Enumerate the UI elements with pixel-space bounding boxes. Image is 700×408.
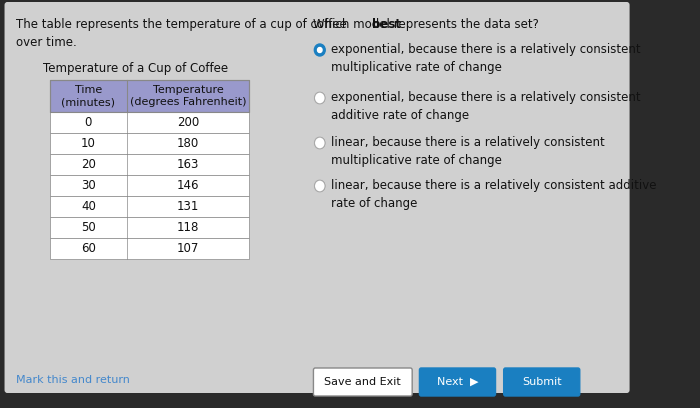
- Text: 163: 163: [177, 158, 199, 171]
- FancyBboxPatch shape: [419, 368, 496, 396]
- Text: linear, because there is a relatively consistent
multiplicative rate of change: linear, because there is a relatively co…: [330, 136, 604, 167]
- Circle shape: [314, 44, 326, 56]
- Bar: [50, 80, 249, 112]
- Text: 40: 40: [81, 200, 96, 213]
- Text: The table represents the temperature of a cup of coffee
over time.: The table represents the temperature of …: [16, 18, 347, 49]
- Text: Which model: Which model: [312, 18, 393, 31]
- Text: exponential, because there is a relatively consistent
multiplicative rate of cha: exponential, because there is a relative…: [330, 43, 640, 74]
- FancyBboxPatch shape: [504, 368, 580, 396]
- Text: 50: 50: [81, 221, 96, 234]
- Text: 60: 60: [81, 242, 96, 255]
- Bar: [50, 196, 249, 217]
- Text: 107: 107: [177, 242, 199, 255]
- Text: Temperature of a Cup of Coffee: Temperature of a Cup of Coffee: [43, 62, 228, 75]
- Bar: [50, 133, 249, 154]
- Text: Next  ▶: Next ▶: [437, 377, 478, 387]
- Text: 180: 180: [177, 137, 199, 150]
- Text: best: best: [372, 18, 401, 31]
- Circle shape: [314, 180, 326, 192]
- Text: linear, because there is a relatively consistent additive
rate of change: linear, because there is a relatively co…: [330, 179, 656, 210]
- Bar: [50, 80, 249, 112]
- Text: 146: 146: [176, 179, 200, 192]
- Text: 10: 10: [81, 137, 96, 150]
- Text: 118: 118: [177, 221, 199, 234]
- Bar: [50, 175, 249, 196]
- Text: 20: 20: [81, 158, 96, 171]
- Text: 0: 0: [85, 116, 92, 129]
- Text: 30: 30: [81, 179, 96, 192]
- Text: represents the data set?: represents the data set?: [389, 18, 538, 31]
- Bar: [50, 154, 249, 175]
- FancyBboxPatch shape: [4, 2, 629, 393]
- Bar: [50, 238, 249, 259]
- Text: Save and Exit: Save and Exit: [324, 377, 401, 387]
- Circle shape: [314, 137, 326, 149]
- Bar: [50, 217, 249, 238]
- Text: Submit: Submit: [522, 377, 561, 387]
- Circle shape: [318, 47, 322, 53]
- FancyBboxPatch shape: [314, 368, 412, 396]
- Bar: [50, 112, 249, 133]
- Text: exponential, because there is a relatively consistent
additive rate of change: exponential, because there is a relative…: [330, 91, 640, 122]
- Text: 131: 131: [177, 200, 199, 213]
- Circle shape: [314, 92, 326, 104]
- Text: Time
(minutes): Time (minutes): [62, 85, 116, 107]
- Text: 200: 200: [177, 116, 199, 129]
- Text: Temperature
(degrees Fahrenheit): Temperature (degrees Fahrenheit): [130, 85, 246, 107]
- Text: Mark this and return: Mark this and return: [16, 375, 130, 385]
